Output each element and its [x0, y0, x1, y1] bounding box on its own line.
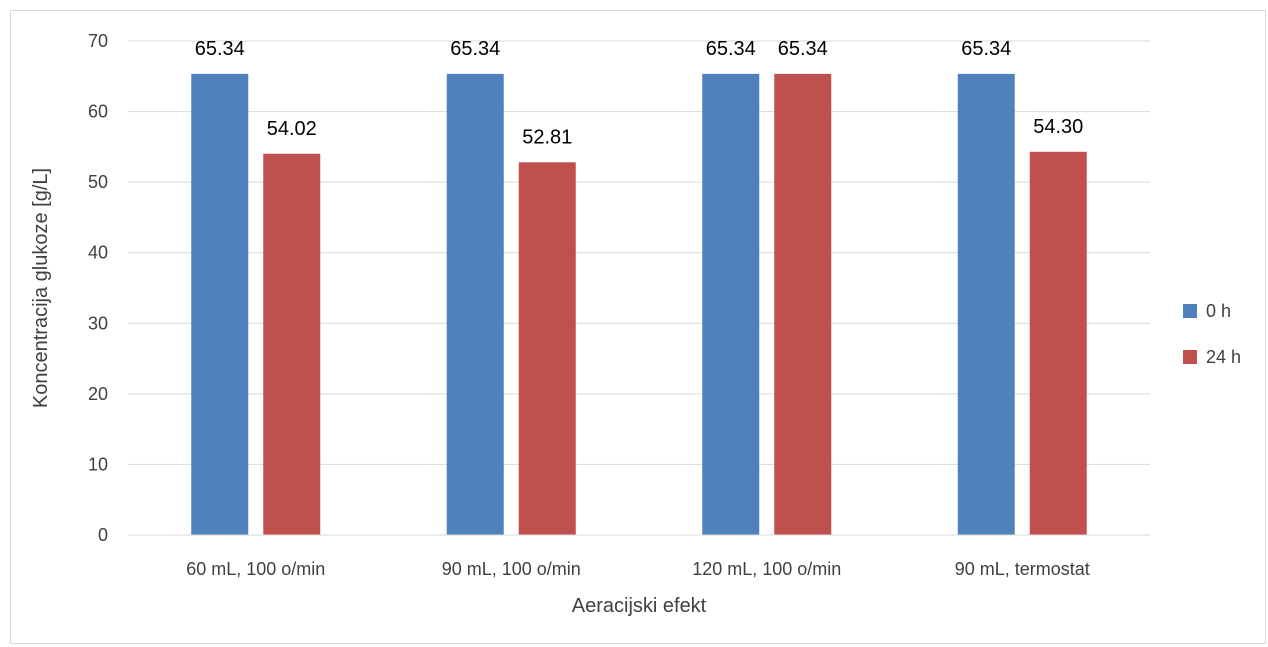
data-label: 65.34 — [450, 38, 500, 60]
x-tick-label: 120 mL, 100 o/min — [692, 559, 841, 579]
legend-label: 24 h — [1206, 347, 1241, 367]
bar-series-2 — [518, 162, 576, 535]
y-axis-title: Koncentracija glukoze [g/L] — [30, 168, 52, 408]
data-labels: 65.34 54.02 65.34 52.81 65.34 65.34 65.34 54.30 — [195, 38, 1084, 148]
data-label: 52.81 — [522, 126, 572, 148]
y-tick-label: 0 — [98, 525, 108, 545]
legend: 0 h 24 h — [1183, 301, 1241, 367]
y-tick-label: 20 — [88, 384, 108, 404]
data-label: 65.34 — [778, 38, 828, 60]
bar-series-2 — [1029, 151, 1087, 535]
x-axis-ticks: 60 mL, 100 o/min 90 mL, 100 o/min 120 mL, … — [186, 559, 1090, 579]
x-tick-label: 90 mL, 100 o/min — [442, 559, 581, 579]
data-label: 54.30 — [1033, 116, 1083, 138]
bar-series-1 — [446, 73, 504, 535]
data-label: 65.34 — [195, 38, 245, 60]
y-tick-label: 10 — [88, 454, 108, 474]
bar-series-1 — [191, 73, 249, 535]
bars — [191, 73, 1087, 536]
y-tick-label: 40 — [88, 243, 108, 263]
y-tick-label: 70 — [88, 31, 108, 51]
bar-series-2 — [774, 73, 832, 535]
y-tick-label: 30 — [88, 313, 108, 333]
y-tick-label: 50 — [88, 172, 108, 192]
bar-series-2 — [263, 153, 321, 536]
legend-label: 0 h — [1206, 301, 1231, 321]
legend-swatch — [1183, 304, 1197, 318]
y-axis-ticks: 0 10 20 30 40 50 60 70 — [88, 31, 108, 545]
x-tick-label: 60 mL, 100 o/min — [186, 559, 325, 579]
data-label: 54.02 — [267, 118, 317, 140]
x-tick-label: 90 mL, termostat — [955, 559, 1090, 579]
chart-frame — [10, 10, 1266, 644]
data-label: 65.34 — [706, 38, 756, 60]
bar-series-1 — [702, 73, 760, 535]
legend-swatch — [1183, 350, 1197, 364]
x-axis-title: Aeracijski efekt — [572, 595, 707, 617]
bar-series-1 — [957, 73, 1015, 535]
y-tick-label: 60 — [88, 102, 108, 122]
data-label: 65.34 — [961, 38, 1011, 60]
